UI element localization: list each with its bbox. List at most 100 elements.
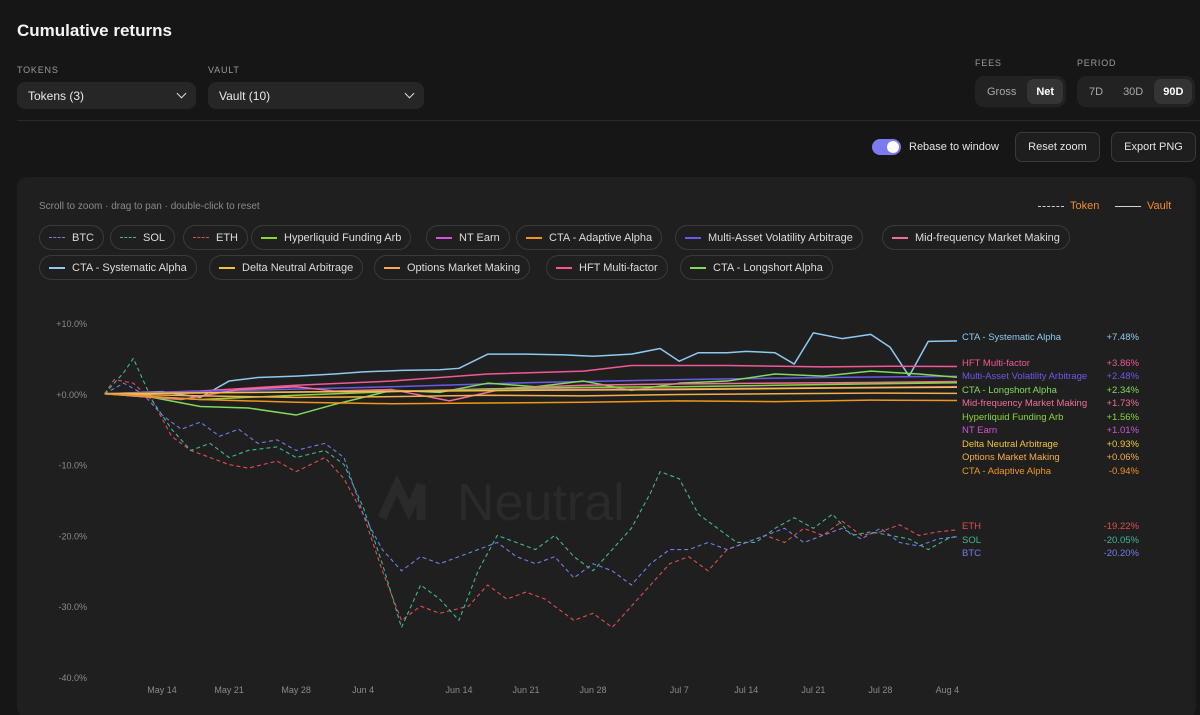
series-end-label: Mid-frequency Market Making: [962, 398, 1087, 409]
x-tick-label: Jun 4: [352, 685, 374, 695]
vault-select-value: Vault (10): [219, 88, 271, 103]
series-chip-cta-systematic-alpha[interactable]: CTA - Systematic Alpha: [39, 255, 197, 280]
solid-line-icon: [1115, 205, 1141, 207]
series-chip-label: Options Market Making: [407, 261, 521, 274]
series-swatch-icon: [193, 237, 209, 238]
rebase-toggle[interactable]: [872, 139, 901, 155]
series-chip-delta-neutral-arbitrage[interactable]: Delta Neutral Arbitrage: [209, 255, 364, 280]
series-chip-cta-adaptive-alpha[interactable]: CTA - Adaptive Alpha: [516, 225, 663, 250]
series-end-value: -20.20%: [1104, 548, 1140, 559]
series-swatch-icon: [690, 266, 706, 269]
series-end-value: +1.56%: [1107, 412, 1140, 423]
y-tick-label: -40.0%: [58, 673, 87, 683]
fees-label: FEES: [975, 58, 1002, 68]
x-tick-label: Jul 14: [734, 685, 758, 695]
tokens-select-value: Tokens (3): [28, 88, 85, 103]
series-chip-mid-frequency-market-making[interactable]: Mid-frequency Market Making: [882, 225, 1070, 250]
header-divider: [17, 120, 1200, 121]
series-swatch-icon: [49, 237, 65, 238]
series-chip-label: ETH: [216, 231, 238, 244]
series-swatch-icon: [120, 237, 136, 238]
series-chip-label: CTA - Systematic Alpha: [72, 261, 187, 274]
series-chip-btc[interactable]: BTC: [39, 225, 104, 250]
chevron-down-icon: [176, 88, 187, 99]
fees-option-net[interactable]: Net: [1027, 79, 1064, 104]
series-swatch-icon: [526, 236, 542, 239]
series-swatch-icon: [49, 266, 65, 269]
series-chip-label: HFT Multi-factor: [579, 261, 658, 274]
period-option-90d[interactable]: 90D: [1154, 79, 1193, 104]
watermark-logo-icon: [377, 474, 426, 521]
series-end-label: HFT Multi-factor: [962, 358, 1030, 369]
dashed-line-icon: [1038, 205, 1064, 207]
legend-key-token-label: Token: [1070, 200, 1100, 212]
fees-segmented-control: Gross Net: [975, 76, 1067, 107]
tokens-select[interactable]: Tokens (3): [17, 82, 196, 109]
series-end-value: +2.48%: [1107, 371, 1140, 382]
series-line-multi-asset-volatility-arbitrage: [104, 375, 958, 395]
series-chip-label: Mid-frequency Market Making: [915, 231, 1060, 244]
series-swatch-icon: [219, 266, 235, 269]
series-chip-hyperliquid-funding-arb[interactable]: Hyperliquid Funding Arb: [251, 225, 412, 250]
series-end-label: CTA - Systematic Alpha: [962, 332, 1062, 343]
cumulative-returns-chart[interactable]: Neutral +10.0% +0.00% -10.0% -20.0% -30.0% -40…: [17, 290, 1187, 700]
series-chip-cta-longshort-alpha[interactable]: CTA - Longshort Alpha: [680, 255, 833, 280]
chart-hint: Scroll to zoom · drag to pan · double-cl…: [39, 201, 260, 212]
rebase-toggle-row: Rebase to window: [872, 139, 999, 155]
reset-zoom-button[interactable]: Reset zoom: [1015, 132, 1100, 162]
series-chip-multi-asset-volatility-arbitrage[interactable]: Multi-Asset Volatility Arbitrage: [675, 225, 863, 250]
series-end-label: Hyperliquid Funding Arb: [962, 412, 1063, 423]
toggle-knob: [887, 141, 899, 153]
x-tick-label: May 28: [281, 685, 311, 695]
series-swatch-icon: [556, 266, 572, 269]
series-end-label: SOL: [962, 535, 981, 546]
page-title: Cumulative returns: [17, 21, 172, 40]
x-tick-label: May 21: [214, 685, 244, 695]
series-chip-hft-multi-factor[interactable]: HFT Multi-factor: [546, 255, 668, 280]
series-end-label: CTA - Longshort Alpha: [962, 385, 1058, 396]
series-end-value: +1.01%: [1107, 425, 1140, 436]
export-png-button[interactable]: Export PNG: [1111, 132, 1196, 162]
series-swatch-icon: [261, 236, 277, 239]
fees-option-gross[interactable]: Gross: [987, 85, 1017, 98]
series-chip-label: CTA - Longshort Alpha: [713, 261, 823, 274]
vault-filter-label: VAULT: [208, 65, 240, 75]
x-tick-label: Jul 28: [868, 685, 892, 695]
period-option-7d[interactable]: 7D: [1089, 85, 1104, 98]
vault-select[interactable]: Vault (10): [208, 82, 424, 109]
x-tick-label: Jun 28: [580, 685, 607, 695]
series-swatch-icon: [685, 236, 701, 239]
chevron-down-icon: [404, 88, 415, 99]
series-end-value: +0.06%: [1107, 452, 1140, 463]
y-tick-label: +10.0%: [56, 319, 87, 329]
series-end-value: -20.05%: [1104, 535, 1140, 546]
period-segmented-control: 7D 30D 90D: [1077, 76, 1196, 107]
series-end-value: -19.22%: [1104, 521, 1140, 532]
x-tick-label: Jun 14: [445, 685, 472, 695]
series-chip-sol[interactable]: SOL: [110, 225, 176, 250]
x-tick-label: May 14: [147, 685, 177, 695]
series-chip-options-market-making[interactable]: Options Market Making: [374, 255, 531, 280]
series-chip-nt-earn[interactable]: NT Earn: [426, 225, 510, 250]
series-swatch-icon: [892, 236, 908, 239]
watermark-text: Neutral: [457, 474, 625, 532]
y-tick-label: +0.00%: [56, 390, 87, 400]
period-label: PERIOD: [1077, 58, 1117, 68]
series-chip-label: BTC: [72, 231, 94, 244]
series-chip-label: CTA - Adaptive Alpha: [549, 231, 653, 244]
series-line-options-market-making: [104, 392, 958, 399]
series-end-label: BTC: [962, 548, 981, 559]
series-end-label: Multi-Asset Volatility Arbitrage: [962, 371, 1087, 382]
x-tick-label: Jul 7: [670, 685, 689, 695]
series-chip-eth[interactable]: ETH: [183, 225, 248, 250]
series-chip-label: Multi-Asset Volatility Arbitrage: [708, 231, 853, 244]
series-end-value: +1.73%: [1107, 398, 1140, 409]
period-option-30d[interactable]: 30D: [1123, 85, 1144, 98]
y-tick-label: -10.0%: [58, 461, 87, 471]
series-line-cta-adaptive-alpha: [104, 393, 958, 405]
series-end-label: ETH: [962, 521, 981, 532]
x-tick-label: Aug 4: [936, 685, 960, 695]
series-swatch-icon: [436, 236, 452, 239]
series-end-value: +3.86%: [1107, 358, 1140, 369]
series-line-cta-longshort-alpha: [104, 370, 958, 416]
